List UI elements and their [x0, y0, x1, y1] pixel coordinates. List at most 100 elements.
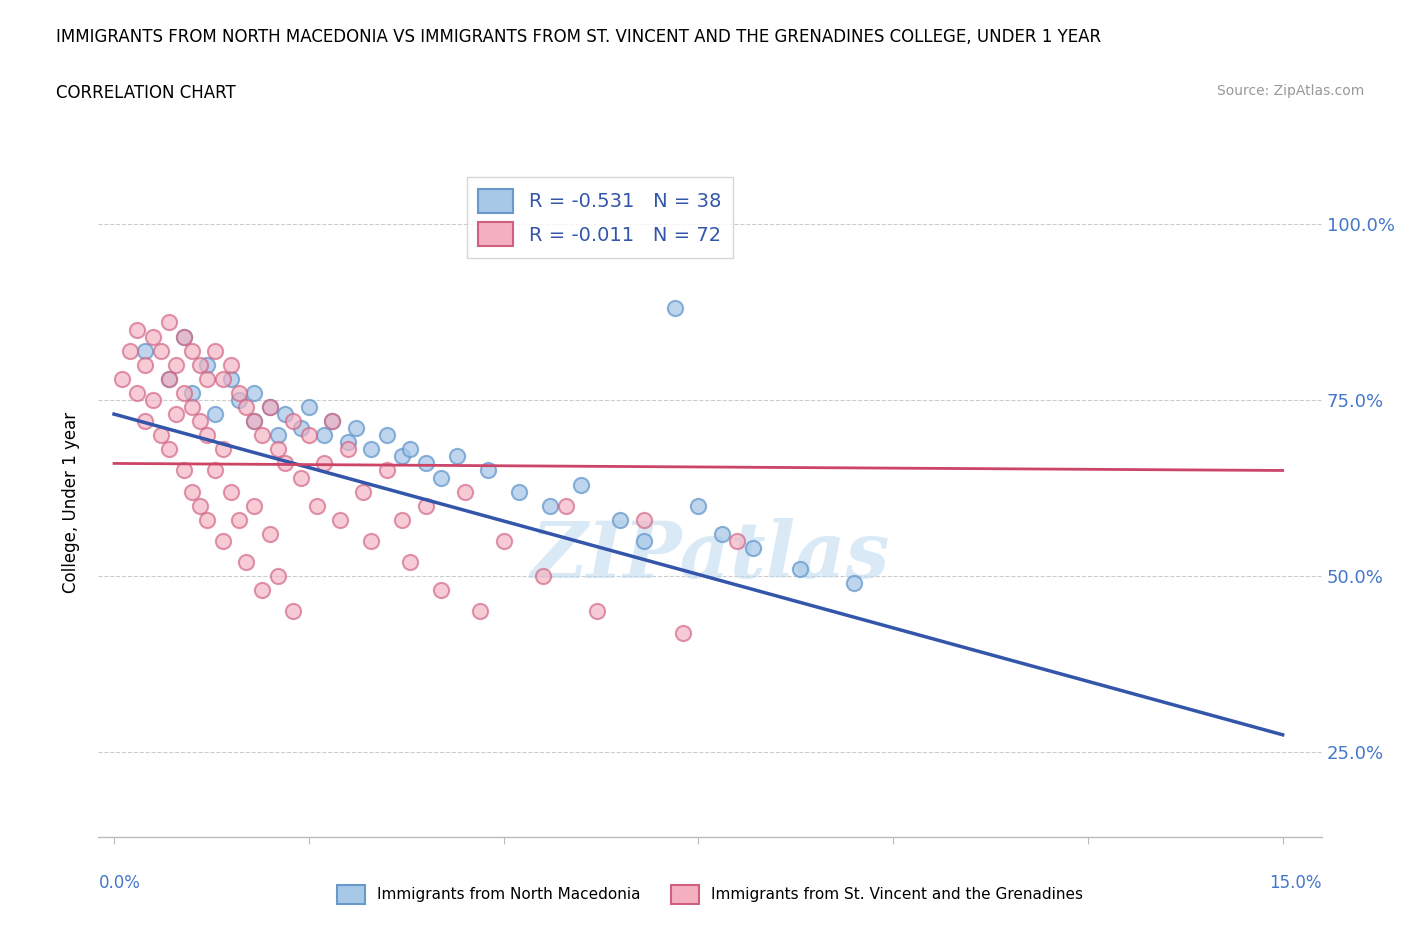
Point [188, 498, 211, 513]
Point [470, 604, 492, 618]
Point [259, 526, 281, 541]
Point [290, 420, 312, 435]
Point [134, 357, 156, 372]
Point [180, 386, 202, 401]
Point [554, 498, 576, 513]
Point [197, 428, 219, 443]
Point [111, 371, 134, 386]
Point [235, 400, 257, 415]
Point [321, 414, 343, 429]
Point [844, 576, 866, 591]
Point [283, 414, 305, 429]
Legend: Immigrants from North Macedonia, Immigrants from St. Vincent and the Grenadines: Immigrants from North Macedonia, Immigra… [332, 879, 1088, 910]
Point [531, 569, 554, 584]
Point [219, 485, 242, 499]
Point [633, 512, 655, 527]
Point [266, 569, 288, 584]
Point [274, 456, 297, 471]
Point [375, 428, 398, 443]
Point [250, 428, 273, 443]
Point [399, 554, 422, 569]
Text: Source: ZipAtlas.com: Source: ZipAtlas.com [1216, 84, 1364, 98]
Point [243, 414, 266, 429]
Point [633, 534, 655, 549]
Point [688, 498, 710, 513]
Point [204, 406, 226, 421]
Point [314, 456, 336, 471]
Point [197, 371, 219, 386]
Point [430, 583, 453, 598]
Point [415, 498, 437, 513]
Point [157, 371, 180, 386]
Point [741, 540, 763, 555]
Point [149, 343, 172, 358]
Point [259, 400, 281, 415]
Point [446, 449, 468, 464]
Point [165, 406, 187, 421]
Point [672, 625, 695, 640]
Point [571, 477, 593, 492]
Point [134, 414, 156, 429]
Point [344, 420, 367, 435]
Y-axis label: College, Under 1 year: College, Under 1 year [62, 412, 80, 592]
Text: ZIPatlas: ZIPatlas [530, 517, 890, 594]
Point [283, 604, 305, 618]
Point [212, 534, 235, 549]
Point [710, 526, 733, 541]
Point [142, 392, 165, 407]
Text: CORRELATION CHART: CORRELATION CHART [56, 84, 236, 101]
Point [250, 583, 273, 598]
Point [415, 456, 437, 471]
Point [173, 463, 195, 478]
Point [188, 414, 211, 429]
Point [336, 442, 359, 457]
Point [149, 428, 172, 443]
Point [157, 442, 180, 457]
Point [219, 371, 242, 386]
Point [259, 400, 281, 415]
Point [375, 463, 398, 478]
Point [266, 442, 288, 457]
Point [197, 512, 219, 527]
Point [329, 512, 352, 527]
Point [243, 386, 266, 401]
Point [204, 463, 226, 478]
Point [298, 428, 321, 443]
Point [235, 554, 257, 569]
Point [321, 414, 343, 429]
Point [391, 449, 413, 464]
Point [399, 442, 422, 457]
Point [228, 392, 250, 407]
Point [336, 435, 359, 450]
Point [228, 386, 250, 401]
Point [290, 470, 312, 485]
Point [391, 512, 413, 527]
Text: 0.0%: 0.0% [98, 874, 141, 892]
Point [586, 604, 609, 618]
Point [127, 386, 149, 401]
Point [165, 357, 187, 372]
Point [314, 428, 336, 443]
Text: 15.0%: 15.0% [1270, 874, 1322, 892]
Point [212, 371, 235, 386]
Point [508, 485, 530, 499]
Point [118, 343, 141, 358]
Point [180, 485, 202, 499]
Point [243, 498, 266, 513]
Point [266, 428, 288, 443]
Point [173, 329, 195, 344]
Point [173, 329, 195, 344]
Point [142, 329, 165, 344]
Point [789, 562, 811, 577]
Point [180, 400, 202, 415]
Point [188, 357, 211, 372]
Point [430, 470, 453, 485]
Point [127, 322, 149, 337]
Point [298, 400, 321, 415]
Point [219, 357, 242, 372]
Point [180, 343, 202, 358]
Point [274, 406, 297, 421]
Point [360, 534, 382, 549]
Point [725, 534, 748, 549]
Point [352, 485, 374, 499]
